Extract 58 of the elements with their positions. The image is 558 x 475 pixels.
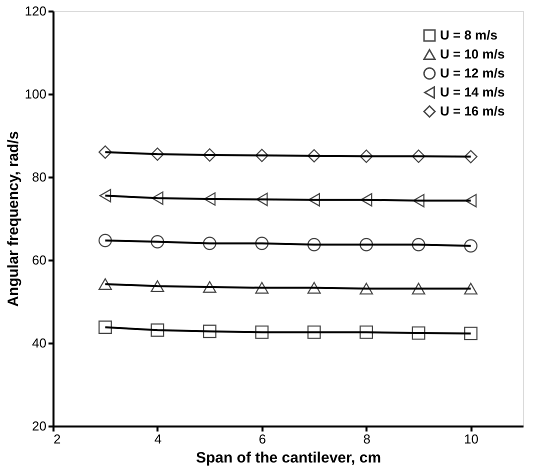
point	[202, 281, 216, 293]
point	[412, 194, 424, 208]
point	[412, 282, 426, 295]
point	[98, 278, 112, 290]
point	[202, 236, 216, 250]
point	[464, 282, 478, 295]
point	[202, 324, 216, 338]
point	[202, 148, 216, 162]
x-tick-label: 8	[363, 432, 370, 446]
point	[307, 282, 321, 294]
x-tick-label: 2	[54, 432, 61, 446]
point	[464, 326, 478, 340]
legend-label: U = 16 m/s	[440, 104, 505, 118]
point	[255, 325, 269, 339]
y-tick-label: 120	[24, 4, 46, 18]
point	[412, 326, 426, 340]
legend-label: U = 8 m/s	[440, 28, 498, 42]
y-tick-label: 100	[24, 86, 46, 102]
point	[464, 194, 477, 208]
point	[307, 149, 321, 163]
point	[150, 235, 164, 248]
y-tick-label: 80	[32, 170, 46, 184]
x-tick-label: 4	[154, 432, 162, 446]
point	[412, 150, 426, 163]
x-tick-label: 6	[258, 432, 266, 446]
y-axis-title: Angular frequency, rad/s	[4, 131, 22, 307]
point	[308, 193, 320, 207]
point	[360, 238, 374, 252]
point	[98, 320, 112, 334]
point	[204, 192, 216, 206]
point	[307, 325, 321, 339]
legend-label: U = 10 m/s	[440, 46, 505, 62]
point	[98, 145, 112, 159]
point	[360, 282, 374, 295]
point	[98, 234, 112, 248]
point	[255, 282, 269, 294]
point	[464, 239, 478, 253]
y-tick-label: 20	[32, 418, 46, 434]
point	[360, 150, 374, 163]
point	[255, 236, 269, 250]
x-tick-label: 10	[464, 432, 479, 446]
point	[464, 150, 478, 164]
point	[255, 148, 269, 162]
point	[256, 192, 268, 206]
legend-label: U = 12 m/s	[440, 66, 505, 80]
x-axis-title: Span of the cantilever, cm	[196, 450, 382, 466]
point	[360, 193, 372, 207]
y-tick-label: 40	[32, 336, 46, 350]
point	[150, 280, 164, 292]
point	[150, 147, 164, 161]
point	[307, 238, 321, 252]
point	[412, 238, 426, 252]
point	[360, 325, 374, 339]
point	[152, 191, 164, 205]
y-tick-label: 60	[32, 252, 46, 268]
point	[150, 323, 164, 337]
point	[99, 188, 112, 202]
legend-label: U = 14 m/s	[440, 84, 505, 100]
